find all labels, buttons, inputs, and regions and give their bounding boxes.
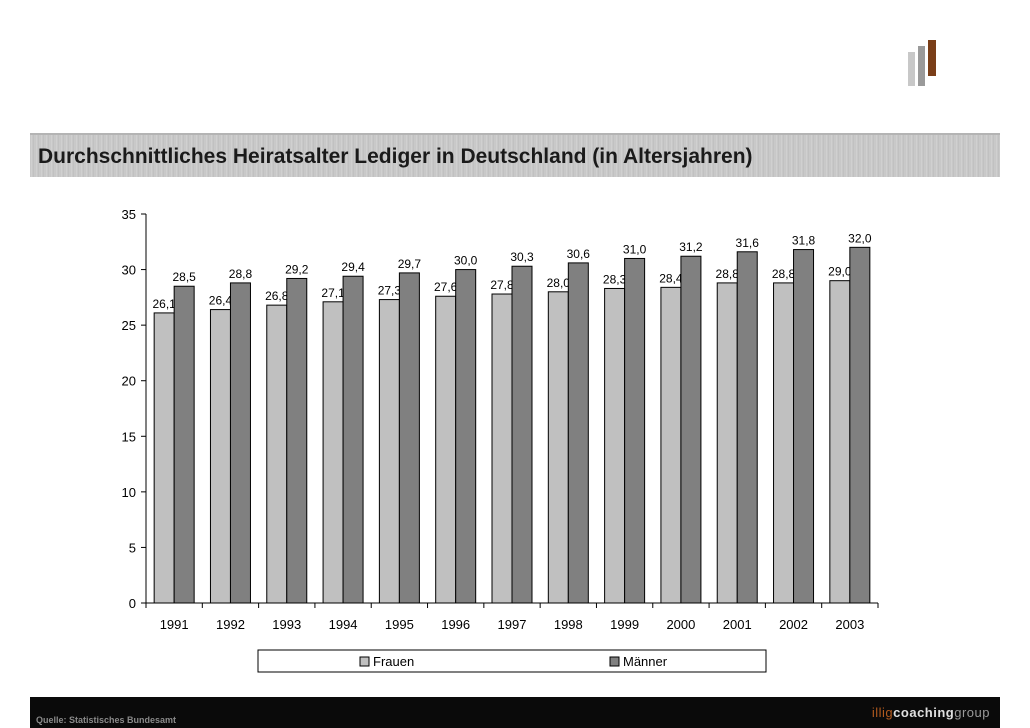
data-label-frauen: 26,1 [152,297,176,311]
data-label-maenner: 30,6 [567,247,591,261]
y-tick-label: 10 [122,485,136,500]
bar-frauen [209,309,231,604]
x-tick-label: 2003 [835,617,864,632]
data-label-frauen: 28,0 [547,276,571,290]
bar-maenner [173,285,195,604]
x-tick-label: 1998 [554,617,583,632]
bar-maenner [793,249,815,604]
bar-maenner [736,251,758,604]
footer-bar: Quelle: Statistisches Bundesamt illigcoa… [30,697,1000,728]
bar-maenner [455,269,477,604]
data-label-maenner: 31,0 [623,242,647,256]
bar-maenner [398,272,420,604]
y-tick-label: 30 [122,263,136,278]
bar-frauen [435,295,457,604]
data-label-maenner: 28,5 [172,270,196,284]
data-label-maenner: 30,0 [454,254,478,268]
bar-frauen [153,312,175,604]
y-tick-label: 0 [129,596,136,611]
data-label-maenner: 32,0 [848,231,872,245]
data-label-maenner: 28,8 [229,267,253,281]
brand-part-coaching: coaching [893,705,955,720]
source-note: Quelle: Statistisches Bundesamt [36,715,177,725]
brand-part-illig: illig [871,705,894,720]
data-label-frauen: 27,1 [321,286,345,300]
x-tick-label: 1994 [329,617,358,632]
data-label-frauen: 28,8 [716,267,740,281]
bar-frauen [491,293,513,604]
x-tick-label: 1992 [216,617,245,632]
bar-maenner [680,255,702,604]
legend-box [257,649,767,673]
bar-maenner [286,277,308,604]
title-band: Durchschnittliches Heiratsalter Lediger … [30,133,1000,177]
bar-maenner [342,275,364,604]
data-label-maenner: 31,2 [679,240,703,254]
x-tick-label: 2001 [723,617,752,632]
y-tick-label: 15 [122,429,136,444]
bar-frauen [378,299,400,604]
x-tick-label: 2000 [666,617,695,632]
bar-maenner [624,257,646,604]
data-label-maenner: 29,2 [285,262,309,276]
y-tick-label: 5 [129,540,136,555]
bar-maenner [511,265,533,604]
bar-frauen [547,291,569,604]
bar-maenner [567,262,589,604]
data-label-maenner: 29,4 [341,260,365,274]
x-tick-label: 1991 [160,617,189,632]
bar-maenner [849,246,871,604]
data-label-frauen: 27,8 [490,278,514,292]
y-tick-label: 35 [122,207,136,222]
legend-label-maenner: Männer [623,654,668,669]
data-label-maenner: 30,3 [510,250,534,264]
bar-frauen [604,287,626,604]
bar-frauen [266,304,288,604]
page-title: Durchschnittliches Heiratsalter Lediger … [38,145,753,168]
data-label-frauen: 27,6 [434,280,458,294]
data-label-frauen: 26,4 [209,294,233,308]
x-tick-label: 1996 [441,617,470,632]
y-tick-label: 25 [122,318,136,333]
x-tick-label: 1997 [498,617,527,632]
data-label-frauen: 27,3 [378,284,402,298]
data-label-frauen: 26,8 [265,289,289,303]
data-label-frauen: 29,0 [828,265,852,279]
x-tick-label: 1993 [272,617,301,632]
bar-frauen [716,282,738,604]
legend-swatch-maenner [609,656,620,667]
bar-frauen [773,282,795,604]
brand-logo-icon [908,40,936,86]
data-label-maenner: 29,7 [398,257,422,271]
bar-frauen [660,286,682,604]
x-tick-label: 1999 [610,617,639,632]
brand-part-group: group [954,705,990,720]
x-tick-label: 1995 [385,617,414,632]
legend-label-frauen: Frauen [373,654,414,669]
data-label-frauen: 28,4 [659,271,683,285]
x-tick-label: 2002 [779,617,808,632]
legend-swatch-frauen [359,656,370,667]
data-label-frauen: 28,3 [603,272,627,286]
data-label-maenner: 31,8 [792,234,816,248]
y-tick-label: 20 [122,374,136,389]
brand-name: illigcoachinggroup [872,705,990,720]
bar-frauen [322,301,344,604]
data-label-maenner: 31,6 [736,236,760,250]
bar-frauen [829,280,851,604]
data-label-frauen: 28,8 [772,267,796,281]
bar-maenner [229,282,251,604]
